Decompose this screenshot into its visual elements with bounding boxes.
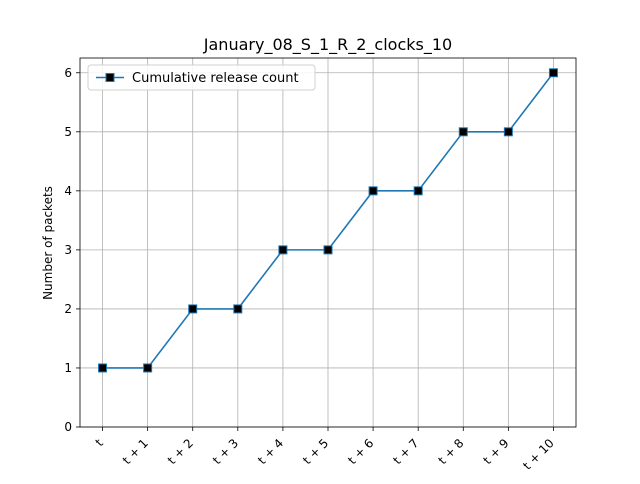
legend-box (87, 64, 316, 91)
y-tick-label: 6 (64, 66, 72, 80)
data-point (98, 363, 108, 373)
data-point (503, 127, 513, 137)
data-point (368, 186, 378, 196)
data-point (143, 363, 153, 373)
legend: Cumulative release count (87, 64, 316, 91)
data-point (278, 245, 288, 255)
data-point (188, 304, 198, 314)
y-axis-label: Number of packets (41, 186, 55, 300)
y-tick-label: 1 (64, 361, 72, 375)
y-tick-label: 2 (64, 302, 72, 316)
legend-marker-sample (105, 73, 115, 82)
chart-title: January_08_S_1_R_2_clocks_10 (203, 35, 452, 55)
legend-label: Cumulative release count (132, 71, 299, 86)
y-tick-label: 3 (64, 243, 72, 257)
data-point (458, 127, 468, 137)
data-point (413, 186, 423, 196)
y-tick-label: 0 (64, 420, 72, 434)
data-point (233, 304, 243, 314)
data-point (548, 68, 558, 78)
data-series (98, 68, 558, 373)
y-tick-label: 4 (64, 184, 72, 198)
data-point (323, 245, 333, 255)
y-tick-label: 5 (64, 125, 72, 139)
